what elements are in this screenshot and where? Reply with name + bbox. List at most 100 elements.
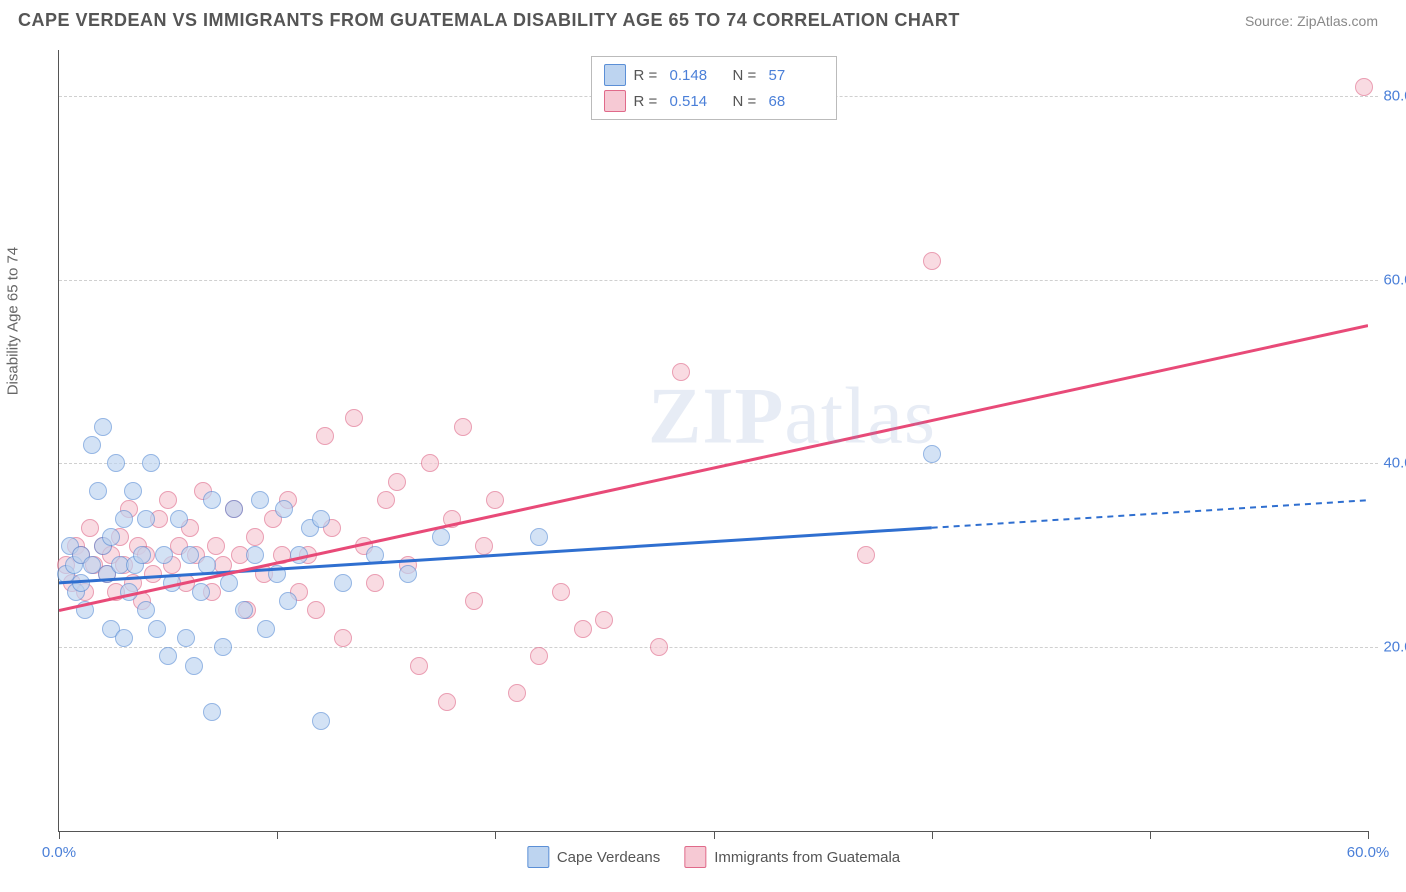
scatter-point [137, 510, 155, 528]
scatter-point [923, 445, 941, 463]
scatter-point [246, 528, 264, 546]
n-value-2: 68 [769, 93, 824, 110]
scatter-point [76, 601, 94, 619]
scatter-point [388, 473, 406, 491]
scatter-point [203, 703, 221, 721]
scatter-point [857, 546, 875, 564]
scatter-point [432, 528, 450, 546]
scatter-point [107, 454, 125, 472]
scatter-point [279, 592, 297, 610]
y-tick-label: 40.0% [1383, 455, 1406, 472]
scatter-point [137, 601, 155, 619]
r-label: R = [634, 93, 662, 110]
scatter-point [552, 583, 570, 601]
x-tick [932, 831, 933, 839]
scatter-point [290, 546, 308, 564]
source-attribution: Source: ZipAtlas.com [1245, 13, 1378, 29]
scatter-point [257, 620, 275, 638]
scatter-point [198, 556, 216, 574]
n-value-1: 57 [769, 67, 824, 84]
r-value-1: 0.148 [670, 67, 725, 84]
scatter-point [163, 574, 181, 592]
scatter-point [181, 546, 199, 564]
scatter-point [124, 482, 142, 500]
plot-area: ZIPatlas R = 0.148 N = 57 R = 0.514 N = … [58, 50, 1368, 832]
scatter-point [72, 574, 90, 592]
scatter-point [595, 611, 613, 629]
scatter-point [1355, 78, 1373, 96]
scatter-point [410, 657, 428, 675]
legend-row-series-2: R = 0.514 N = 68 [604, 88, 824, 114]
scatter-point [312, 712, 330, 730]
x-tick-label: 60.0% [1347, 844, 1390, 861]
scatter-point [115, 629, 133, 647]
scatter-point [443, 510, 461, 528]
y-tick-label: 60.0% [1383, 271, 1406, 288]
scatter-point [307, 601, 325, 619]
legend-item-1: Cape Verdeans [527, 846, 660, 868]
scatter-point [672, 363, 690, 381]
scatter-point [438, 693, 456, 711]
scatter-point [185, 657, 203, 675]
x-tick [714, 831, 715, 839]
trend-lines [59, 50, 1368, 831]
scatter-point [246, 546, 264, 564]
scatter-point [142, 454, 160, 472]
x-tick-label: 0.0% [42, 844, 76, 861]
gridline [59, 463, 1378, 464]
x-tick [59, 831, 60, 839]
scatter-point [268, 565, 286, 583]
legend-correlation-box: R = 0.148 N = 57 R = 0.514 N = 68 [591, 56, 837, 120]
x-tick [277, 831, 278, 839]
scatter-point [530, 647, 548, 665]
scatter-point [89, 482, 107, 500]
scatter-point [83, 436, 101, 454]
x-tick [1150, 831, 1151, 839]
n-label: N = [733, 93, 761, 110]
scatter-point [159, 491, 177, 509]
r-label: R = [634, 67, 662, 84]
scatter-point [465, 592, 483, 610]
scatter-point [923, 252, 941, 270]
scatter-point [345, 409, 363, 427]
scatter-point [220, 574, 238, 592]
scatter-point [475, 537, 493, 555]
legend-series-names: Cape Verdeans Immigrants from Guatemala [527, 846, 900, 868]
n-label: N = [733, 67, 761, 84]
gridline [59, 647, 1378, 648]
x-tick [495, 831, 496, 839]
scatter-point [530, 528, 548, 546]
scatter-point [148, 620, 166, 638]
scatter-point [214, 638, 232, 656]
scatter-point [334, 629, 352, 647]
watermark: ZIPatlas [648, 372, 936, 463]
scatter-point [203, 491, 221, 509]
scatter-point [133, 546, 151, 564]
scatter-point [170, 510, 188, 528]
scatter-point [177, 629, 195, 647]
scatter-point [120, 583, 138, 601]
scatter-point [155, 546, 173, 564]
scatter-point [235, 601, 253, 619]
scatter-point [421, 454, 439, 472]
legend-label-2: Immigrants from Guatemala [714, 849, 900, 866]
gridline [59, 280, 1378, 281]
scatter-point [94, 418, 112, 436]
scatter-point [366, 574, 384, 592]
scatter-point [102, 528, 120, 546]
legend-row-series-1: R = 0.148 N = 57 [604, 62, 824, 88]
scatter-point [144, 565, 162, 583]
scatter-point [192, 583, 210, 601]
scatter-point [650, 638, 668, 656]
scatter-point [399, 565, 417, 583]
scatter-point [334, 574, 352, 592]
x-tick [1368, 831, 1369, 839]
scatter-point [207, 537, 225, 555]
scatter-point [312, 510, 330, 528]
scatter-point [273, 546, 291, 564]
scatter-point [275, 500, 293, 518]
legend-item-2: Immigrants from Guatemala [684, 846, 900, 868]
scatter-point [574, 620, 592, 638]
scatter-point [251, 491, 269, 509]
scatter-point [454, 418, 472, 436]
